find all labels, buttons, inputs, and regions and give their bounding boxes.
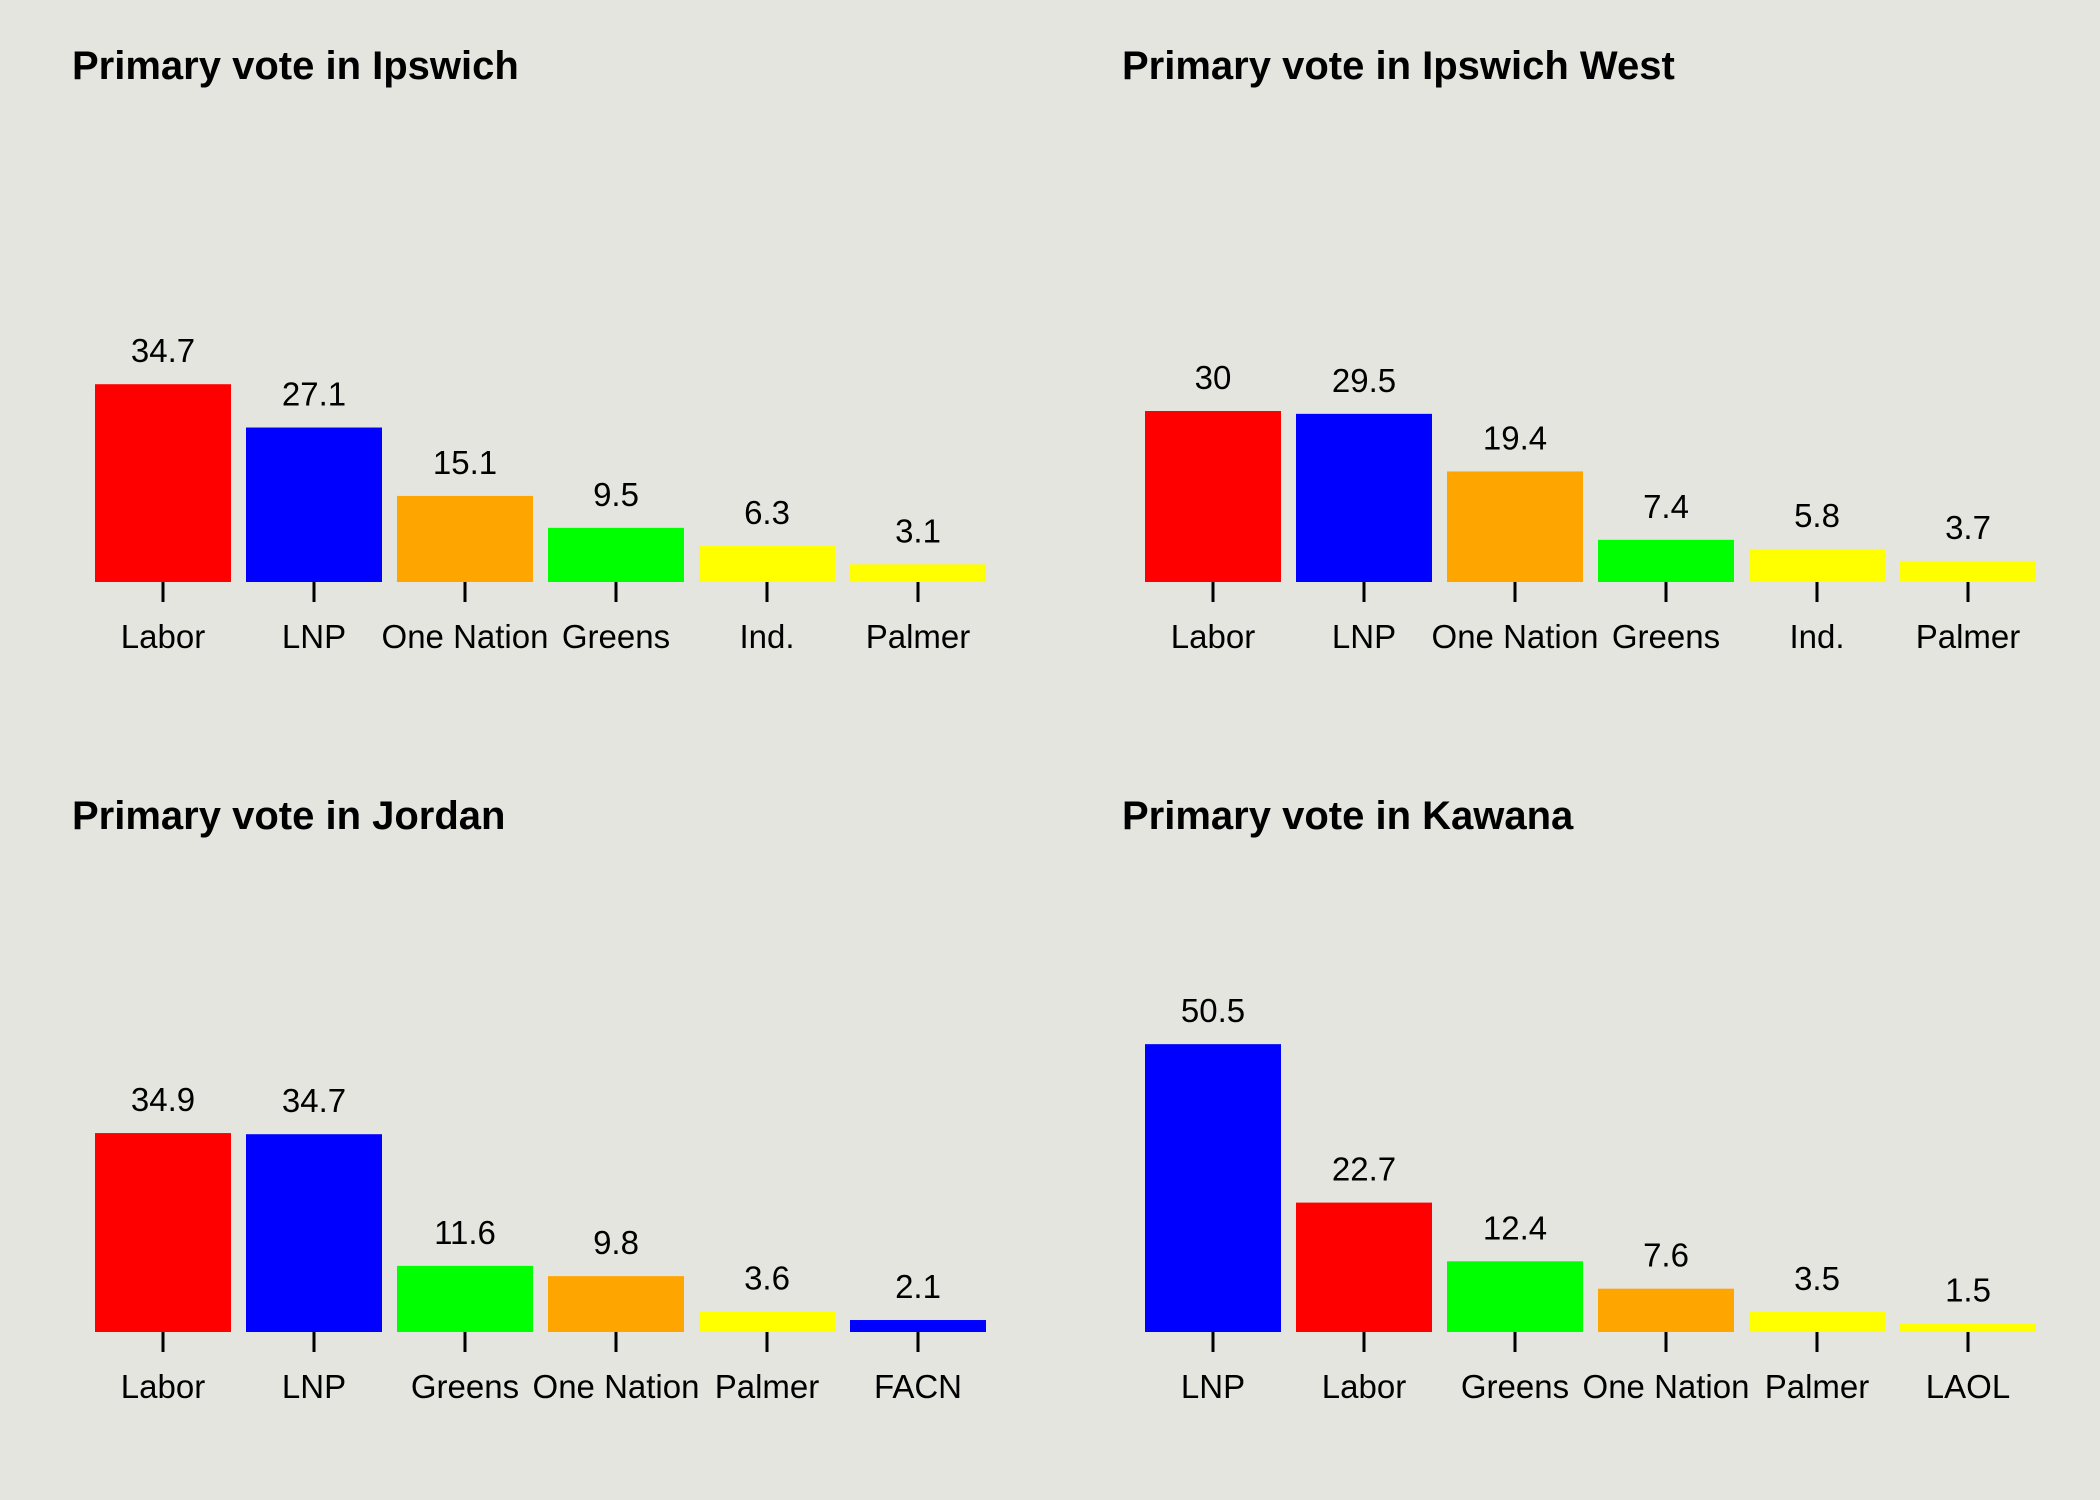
bar-lnp [1296,413,1432,582]
bar-palmer [1749,1312,1885,1332]
bar-laol [1900,1323,2036,1332]
category-label: Labor [121,1368,205,1405]
category-label: Palmer [1916,618,2021,655]
data-label: 2.1 [895,1268,941,1305]
category-label: Palmer [866,618,971,655]
category-label: LNP [1332,618,1396,655]
bar-lnp [1145,1044,1281,1332]
category-label: LNP [1181,1368,1245,1405]
chart-title: Primary vote in Kawana [1122,794,1574,838]
data-label: 15.1 [433,444,497,481]
category-label: Palmer [715,1368,820,1405]
data-label: 9.8 [593,1224,639,1261]
bar-greens [1598,539,1734,582]
data-label: 12.4 [1483,1209,1547,1246]
bar-lnp [246,427,382,582]
category-label: One Nation [382,618,549,655]
data-label: 34.7 [131,332,195,369]
data-label: 7.6 [1643,1237,1689,1274]
data-label: 7.4 [1643,488,1689,525]
bar-greens [548,527,684,582]
chart-panel-jordan: Primary vote in Jordan 34.9 Labor 34.7 LNP 1… [0,750,1050,1500]
category-label: One Nation [533,1368,700,1405]
bar-chart-ipswich-west: Primary vote in Ipswich West 30 Labor 29.5… [1122,44,2036,655]
data-label: 27.1 [282,376,346,413]
bar-facn [850,1320,986,1332]
data-label: 50.5 [1181,992,1245,1029]
category-label: Ind. [739,618,794,655]
category-label: LNP [282,1368,346,1405]
category-label: Ind. [1789,618,1844,655]
bar-labor [1145,411,1281,582]
data-label: 1.5 [1945,1271,1991,1308]
bar-palmer [850,564,986,582]
data-label: 6.3 [744,494,790,531]
data-label: 5.8 [1794,497,1840,534]
bar-one-nation [1598,1288,1734,1332]
bar-chart-jordan: Primary vote in Jordan 34.9 Labor 34.7 LNP 1… [72,794,986,1405]
category-label: Greens [411,1368,519,1405]
bar-palmer [1900,560,2036,582]
data-label: 19.4 [1483,419,1547,456]
data-label: 3.6 [744,1259,790,1296]
data-label: 11.6 [434,1214,496,1251]
bar-labor [1296,1202,1432,1332]
data-label: 3.5 [1794,1260,1840,1297]
category-label: Palmer [1765,1368,1870,1405]
data-label: 34.9 [131,1081,195,1118]
category-label: Greens [1461,1368,1569,1405]
category-label: FACN [874,1368,962,1405]
data-label: 29.5 [1332,362,1396,399]
data-label: 3.1 [895,512,941,549]
category-label: Labor [121,618,205,655]
bar-labor [95,384,231,582]
bar-one-nation [1447,471,1583,582]
category-label: LNP [282,618,346,655]
bar-lnp [246,1134,382,1332]
data-label: 3.7 [1945,509,1991,546]
category-label: Labor [1171,618,1255,655]
data-label: 30 [1195,359,1232,396]
bar-one-nation [548,1276,684,1332]
category-label: One Nation [1583,1368,1750,1405]
category-label: Labor [1322,1368,1406,1405]
bar-greens [1447,1261,1583,1332]
category-label: LAOL [1926,1368,2010,1405]
bar-ind [699,546,835,582]
chart-title: Primary vote in Jordan [72,794,505,838]
bar-palmer [699,1311,835,1332]
data-label: 22.7 [1332,1151,1396,1188]
bar-chart-ipswich: Primary vote in Ipswich 34.7 Labor 27.1 LNP… [72,44,986,655]
chart-panel-ipswich: Primary vote in Ipswich 34.7 Labor 27.1 LNP… [0,0,1050,750]
category-label: Greens [562,618,670,655]
chart-title: Primary vote in Ipswich West [1122,44,1675,88]
bar-greens [397,1265,533,1332]
bar-one-nation [397,495,533,582]
chart-panel-ipswich-west: Primary vote in Ipswich West 30 Labor 29.5… [1050,0,2100,750]
bar-ind [1749,548,1885,582]
bar-labor [95,1133,231,1332]
category-label: One Nation [1432,618,1599,655]
bar-chart-kawana: Primary vote in Kawana 50.5 LNP 22.7 Labor 1… [1122,794,2036,1405]
chart-panel-kawana: Primary vote in Kawana 50.5 LNP 22.7 Labor 1… [1050,750,2100,1500]
data-label: 9.5 [593,476,639,513]
chart-title: Primary vote in Ipswich [72,44,519,88]
category-label: Greens [1612,618,1720,655]
data-label: 34.7 [282,1082,346,1119]
